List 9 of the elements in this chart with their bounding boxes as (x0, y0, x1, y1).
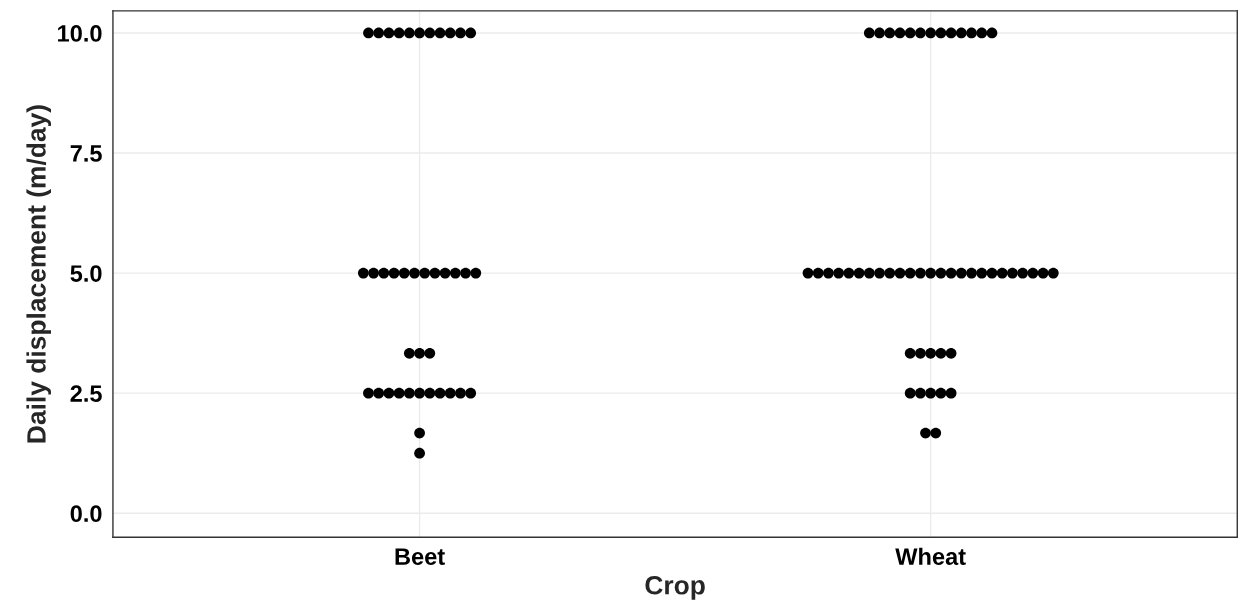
y-tick-label: 10.0 (58, 25, 102, 42)
x-tick-label: Wheat (895, 547, 966, 565)
y-axis-title: Daily displacement (m/day) (26, 105, 52, 443)
y-tick-label: 0.0 (70, 505, 102, 523)
x-tick-label: Beet (395, 548, 445, 565)
x-axis-title: Crop (645, 575, 705, 600)
y-tick-label: 5.0 (70, 265, 102, 282)
y-tick-label: 2.5 (70, 385, 102, 402)
y-tick-label: 7.5 (70, 145, 102, 162)
